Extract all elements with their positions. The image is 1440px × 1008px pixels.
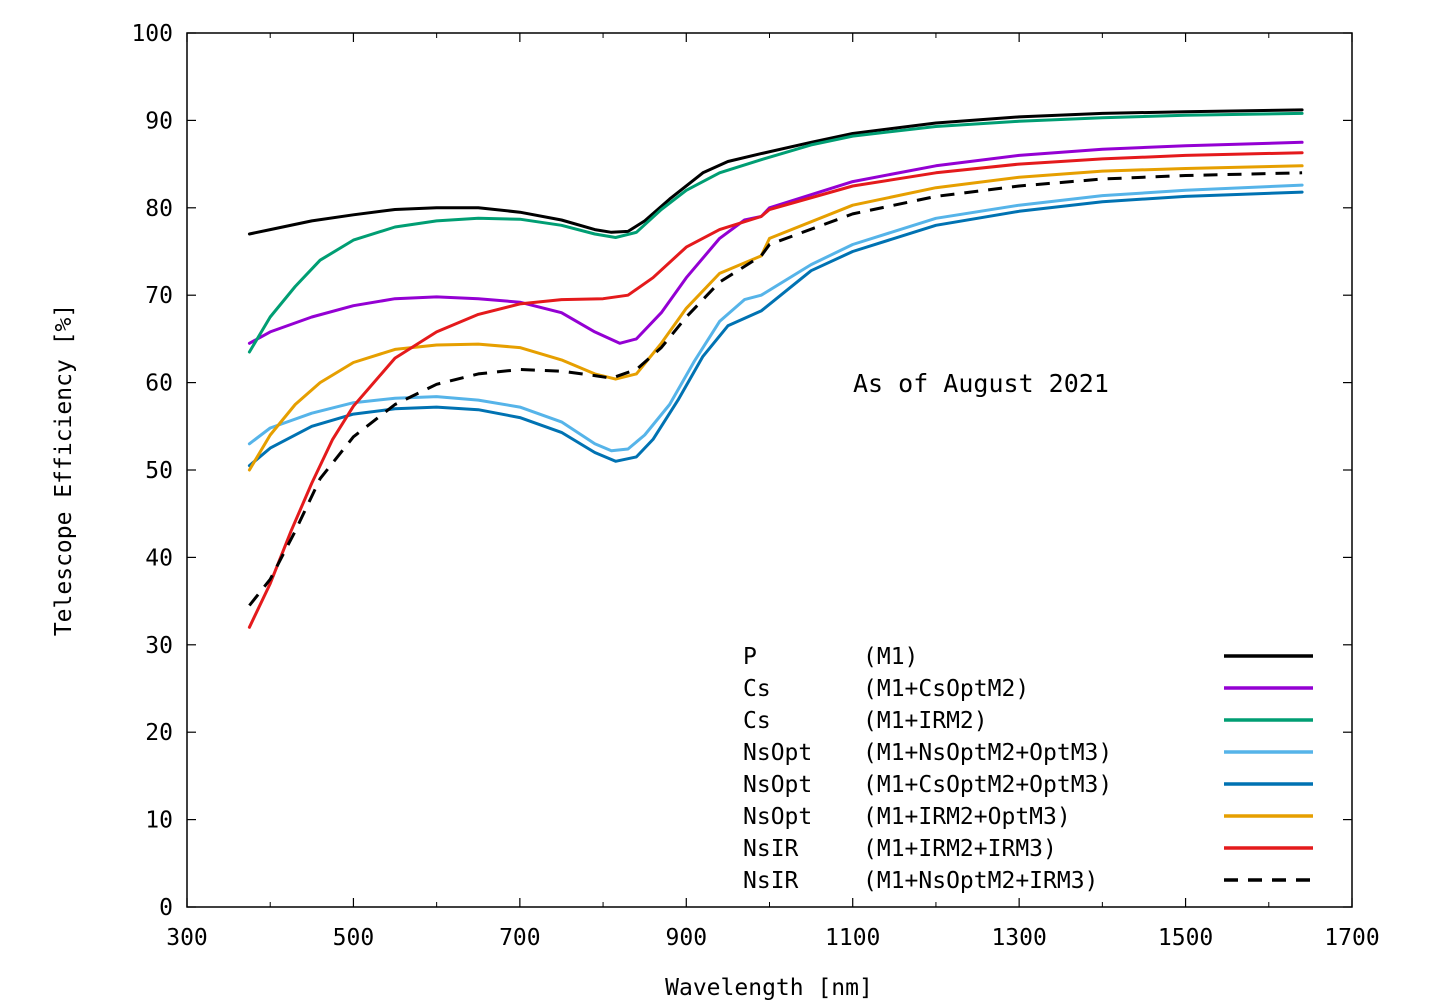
y-tick-label: 60 bbox=[145, 371, 173, 397]
y-tick-label: 50 bbox=[145, 458, 173, 484]
x-tick-label: 900 bbox=[666, 925, 708, 951]
legend-config-label: (M1+IRM2+IRM3) bbox=[863, 836, 1057, 862]
series-line-7 bbox=[247, 151, 1304, 629]
legend-focus-label: Cs bbox=[743, 708, 771, 734]
legend-config-label: (M1+NsOptM2+IRM3) bbox=[863, 868, 1098, 894]
legend-focus-label: P bbox=[743, 644, 757, 670]
y-tick-label: 100 bbox=[131, 21, 173, 47]
series-lines bbox=[247, 108, 1304, 629]
y-tick-label: 70 bbox=[145, 283, 173, 309]
y-axis-label: Telescope Efficiency [%] bbox=[51, 304, 77, 636]
plot-frame bbox=[186, 32, 1353, 908]
legend-focus-label: NsIR bbox=[743, 868, 799, 894]
y-tick-label: 10 bbox=[145, 808, 173, 834]
y-tick-label: 40 bbox=[145, 545, 173, 571]
series-line-3 bbox=[247, 111, 1304, 354]
y-tick-label: 80 bbox=[145, 196, 173, 222]
legend-config-label: (M1+CsOptM2+OptM3) bbox=[863, 772, 1112, 798]
x-tick-label: 1500 bbox=[1158, 925, 1213, 951]
legend-config-label: (M1) bbox=[863, 644, 918, 670]
tick-labels: 300 500 700 900 1100 1300 1500 1700 0 10 20 30 40 50 6… bbox=[131, 21, 1379, 951]
series-line-6 bbox=[247, 164, 1304, 472]
legend-config-label: (M1+NsOptM2+OptM3) bbox=[863, 740, 1112, 766]
y-tick-label: 30 bbox=[145, 633, 173, 659]
series-line-5 bbox=[247, 190, 1304, 468]
x-axis-label: Wavelength [nm] bbox=[665, 975, 873, 1001]
date-annotation: As of August 2021 bbox=[853, 369, 1109, 398]
x-tick-label: 1300 bbox=[991, 925, 1046, 951]
series-line-1 bbox=[247, 108, 1304, 236]
series-line-2 bbox=[247, 140, 1304, 345]
legend-focus-label: NsOpt bbox=[743, 804, 812, 830]
legend-focus-label: NsIR bbox=[743, 836, 799, 862]
x-tick-label: 1100 bbox=[825, 925, 880, 951]
x-tick-label: 1700 bbox=[1324, 925, 1379, 951]
legend: P (M1) Cs (M1+CsOptM2) Cs (M1+IRM2) NsOpt (M1+N… bbox=[743, 644, 1313, 894]
legend-config-label: (M1+IRM2) bbox=[863, 708, 988, 734]
y-tick-label: 0 bbox=[159, 895, 173, 921]
x-tick-label: 500 bbox=[333, 925, 375, 951]
legend-focus-label: NsOpt bbox=[743, 740, 812, 766]
legend-config-label: (M1+CsOptM2) bbox=[863, 676, 1029, 702]
legend-focus-label: NsOpt bbox=[743, 772, 812, 798]
x-tick-label: 300 bbox=[166, 925, 208, 951]
series-line-4 bbox=[247, 183, 1304, 453]
y-tick-label: 90 bbox=[145, 108, 173, 134]
legend-config-label: (M1+IRM2+OptM3) bbox=[863, 804, 1071, 830]
legend-focus-label: Cs bbox=[743, 676, 771, 702]
x-tick-label: 700 bbox=[499, 925, 541, 951]
y-tick-label: 20 bbox=[145, 720, 173, 746]
series-line-8 bbox=[248, 171, 1303, 607]
